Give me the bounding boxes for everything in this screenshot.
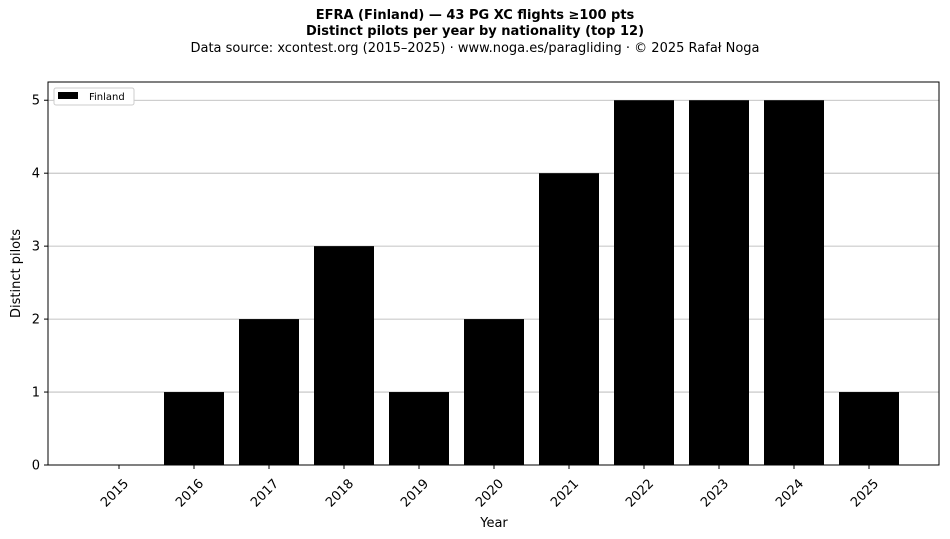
chart-subtitle: Distinct pilots per year by nationality … <box>305 24 645 39</box>
x-tick-label: 2021 <box>548 476 582 510</box>
bar-2019 <box>389 392 449 465</box>
chart-titles: EFRA (Finland) — 43 PG XC flights ≥100 p… <box>0 8 950 57</box>
x-tick-label: 2020 <box>473 476 507 510</box>
x-tick-label: 2018 <box>323 476 357 510</box>
y-tick-label: 4 <box>32 167 40 182</box>
bar-2020 <box>464 319 524 465</box>
bars <box>164 100 899 465</box>
y-tick-label: 2 <box>32 313 40 328</box>
x-tick-label: 2015 <box>98 476 132 510</box>
bar-2017 <box>239 319 299 465</box>
x-axis-label: Year <box>479 516 508 531</box>
data-source-line: Data source: xcontest.org (2015–2025) · … <box>190 41 760 56</box>
x-tick-label: 2016 <box>173 476 207 510</box>
bar-2018 <box>314 246 374 465</box>
x-tick-label: 2017 <box>248 476 282 510</box>
legend-swatch <box>58 92 78 99</box>
x-tick-label: 2023 <box>698 476 732 510</box>
bar-2016 <box>164 392 224 465</box>
legend-label: Finland <box>89 92 125 103</box>
x-axis: 2015 2016 2017 2018 2019 2020 2021 2022 2023 2024… <box>98 465 882 510</box>
chart-title: EFRA (Finland) — 43 PG XC flights ≥100 p… <box>315 8 635 23</box>
y-tick-label: 0 <box>32 459 40 474</box>
x-tick-label: 2025 <box>848 476 882 510</box>
y-axis-label: Distinct pilots <box>9 229 24 318</box>
bar-2022 <box>614 100 674 465</box>
x-tick-label: 2024 <box>773 476 807 510</box>
y-tick-label: 1 <box>32 386 40 401</box>
bar-2025 <box>839 392 899 465</box>
y-tick-label: 3 <box>32 240 40 255</box>
y-axis: 0 1 2 3 4 5 <box>32 94 48 474</box>
x-tick-label: 2019 <box>398 476 432 510</box>
bar-2024 <box>764 100 824 465</box>
legend: Finland <box>53 87 135 106</box>
bar-2021 <box>539 173 599 465</box>
x-tick-label: 2022 <box>623 476 657 510</box>
y-tick-label: 5 <box>32 94 40 109</box>
bar-2023 <box>689 100 749 465</box>
